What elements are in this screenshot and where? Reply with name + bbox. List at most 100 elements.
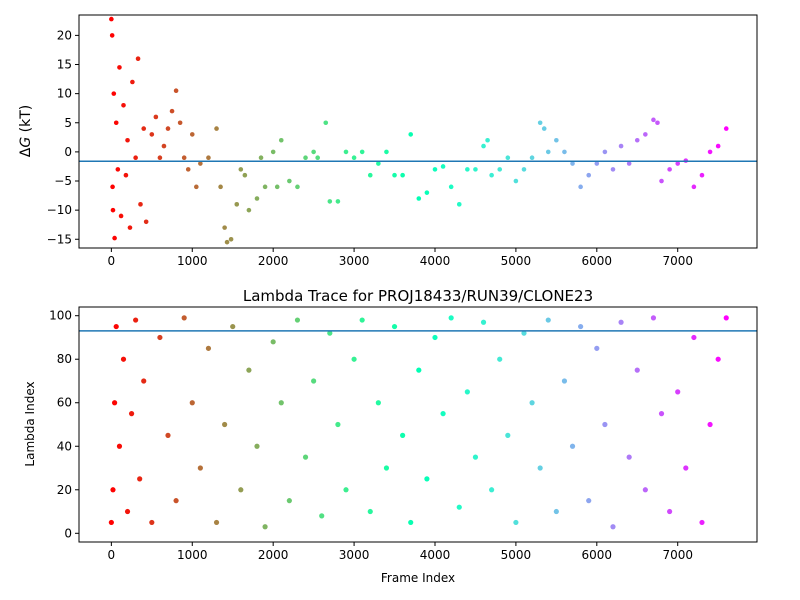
data-point — [130, 79, 135, 85]
data-point — [351, 356, 357, 362]
data-point — [177, 120, 183, 126]
data-point — [335, 421, 341, 428]
data-point — [246, 367, 252, 373]
data-point — [505, 155, 511, 161]
data-point — [228, 236, 234, 242]
data-point — [465, 167, 470, 172]
data-point — [699, 519, 705, 526]
data-point — [128, 411, 135, 417]
data-point — [440, 164, 446, 169]
x-tick-label: 3000 — [339, 254, 370, 268]
data-point — [610, 167, 616, 172]
data-point — [111, 400, 118, 406]
data-point — [432, 167, 438, 172]
data-point — [384, 149, 389, 155]
data-point — [375, 400, 381, 406]
bottom-points — [108, 315, 729, 530]
top-y-axis-label: ΔG (kT) — [18, 105, 34, 157]
y-tick-label: −15 — [47, 232, 72, 246]
data-point — [343, 487, 349, 493]
data-point — [246, 207, 252, 213]
data-point — [149, 519, 155, 526]
data-point — [319, 513, 325, 519]
data-point — [343, 149, 349, 155]
data-point — [109, 16, 114, 22]
x-tick-label: 5000 — [501, 548, 532, 562]
data-point — [626, 454, 632, 460]
data-point — [165, 126, 171, 131]
data-point — [197, 465, 203, 471]
bottom-chart-title: Lambda Trace for PROJ18433/RUN39/CLONE23 — [243, 287, 593, 305]
data-point — [153, 114, 159, 120]
data-point — [294, 317, 301, 323]
y-tick-label: 40 — [57, 439, 72, 453]
data-point — [408, 519, 414, 526]
bottom-y-axis-label: Lambda Index — [23, 381, 37, 466]
data-point — [161, 143, 167, 149]
data-point — [115, 167, 121, 172]
data-point — [472, 454, 479, 460]
data-point — [254, 196, 260, 201]
data-point — [110, 184, 115, 190]
data-point — [391, 323, 398, 330]
data-point — [456, 504, 462, 510]
data-point — [262, 524, 268, 530]
data-point — [258, 155, 264, 161]
y-tick-label: −10 — [47, 203, 72, 217]
data-point — [141, 126, 147, 131]
data-point — [715, 143, 721, 149]
x-tick-label: 1000 — [177, 254, 208, 268]
x-tick-label: 6000 — [582, 548, 613, 562]
data-point — [367, 172, 373, 178]
data-point — [222, 225, 227, 230]
data-point — [173, 88, 179, 94]
data-point — [691, 334, 697, 341]
data-point — [302, 454, 309, 460]
data-point — [262, 184, 268, 190]
bottom-y-ticks: 0 20 40 60 80 100 — [49, 309, 79, 540]
data-point — [521, 167, 527, 172]
data-point — [473, 167, 478, 172]
data-point — [440, 411, 446, 417]
data-point — [650, 315, 657, 321]
data-point — [143, 219, 149, 225]
data-point — [125, 137, 130, 143]
data-point — [274, 184, 280, 190]
data-point — [218, 184, 223, 190]
data-point — [169, 108, 175, 114]
x-tick-label: 1000 — [177, 548, 208, 562]
data-point — [489, 172, 494, 178]
data-point — [110, 207, 116, 213]
top-axes-frame — [78, 14, 758, 249]
data-point — [602, 149, 608, 155]
data-point — [181, 155, 187, 161]
top-x-ticks: 0 1000 2000 3000 4000 5000 6000 7000 — [108, 248, 693, 268]
data-point — [683, 465, 689, 471]
data-point — [602, 421, 608, 428]
data-point — [157, 155, 163, 161]
data-point — [400, 172, 405, 178]
top-y-ticks: −15 −10 −5 0 5 10 15 20 — [47, 28, 79, 246]
data-point — [323, 120, 329, 126]
data-point — [537, 465, 543, 471]
bottom-panel: Lambda Trace for PROJ18433/RUN39/CLONE23… — [23, 287, 758, 585]
data-point — [206, 155, 211, 161]
y-tick-label: 0 — [64, 526, 72, 540]
data-point — [214, 126, 219, 131]
data-point — [408, 132, 414, 137]
data-point — [213, 519, 220, 526]
data-point — [138, 202, 143, 207]
data-point — [270, 339, 276, 345]
data-point — [123, 172, 129, 178]
data-point — [707, 421, 713, 428]
data-point — [529, 400, 535, 406]
data-point — [448, 184, 454, 190]
data-point — [675, 389, 681, 395]
data-point — [108, 519, 114, 526]
data-point — [658, 411, 665, 417]
data-point — [376, 161, 381, 166]
data-point — [480, 319, 487, 325]
data-point — [234, 202, 240, 207]
data-point — [109, 33, 115, 38]
